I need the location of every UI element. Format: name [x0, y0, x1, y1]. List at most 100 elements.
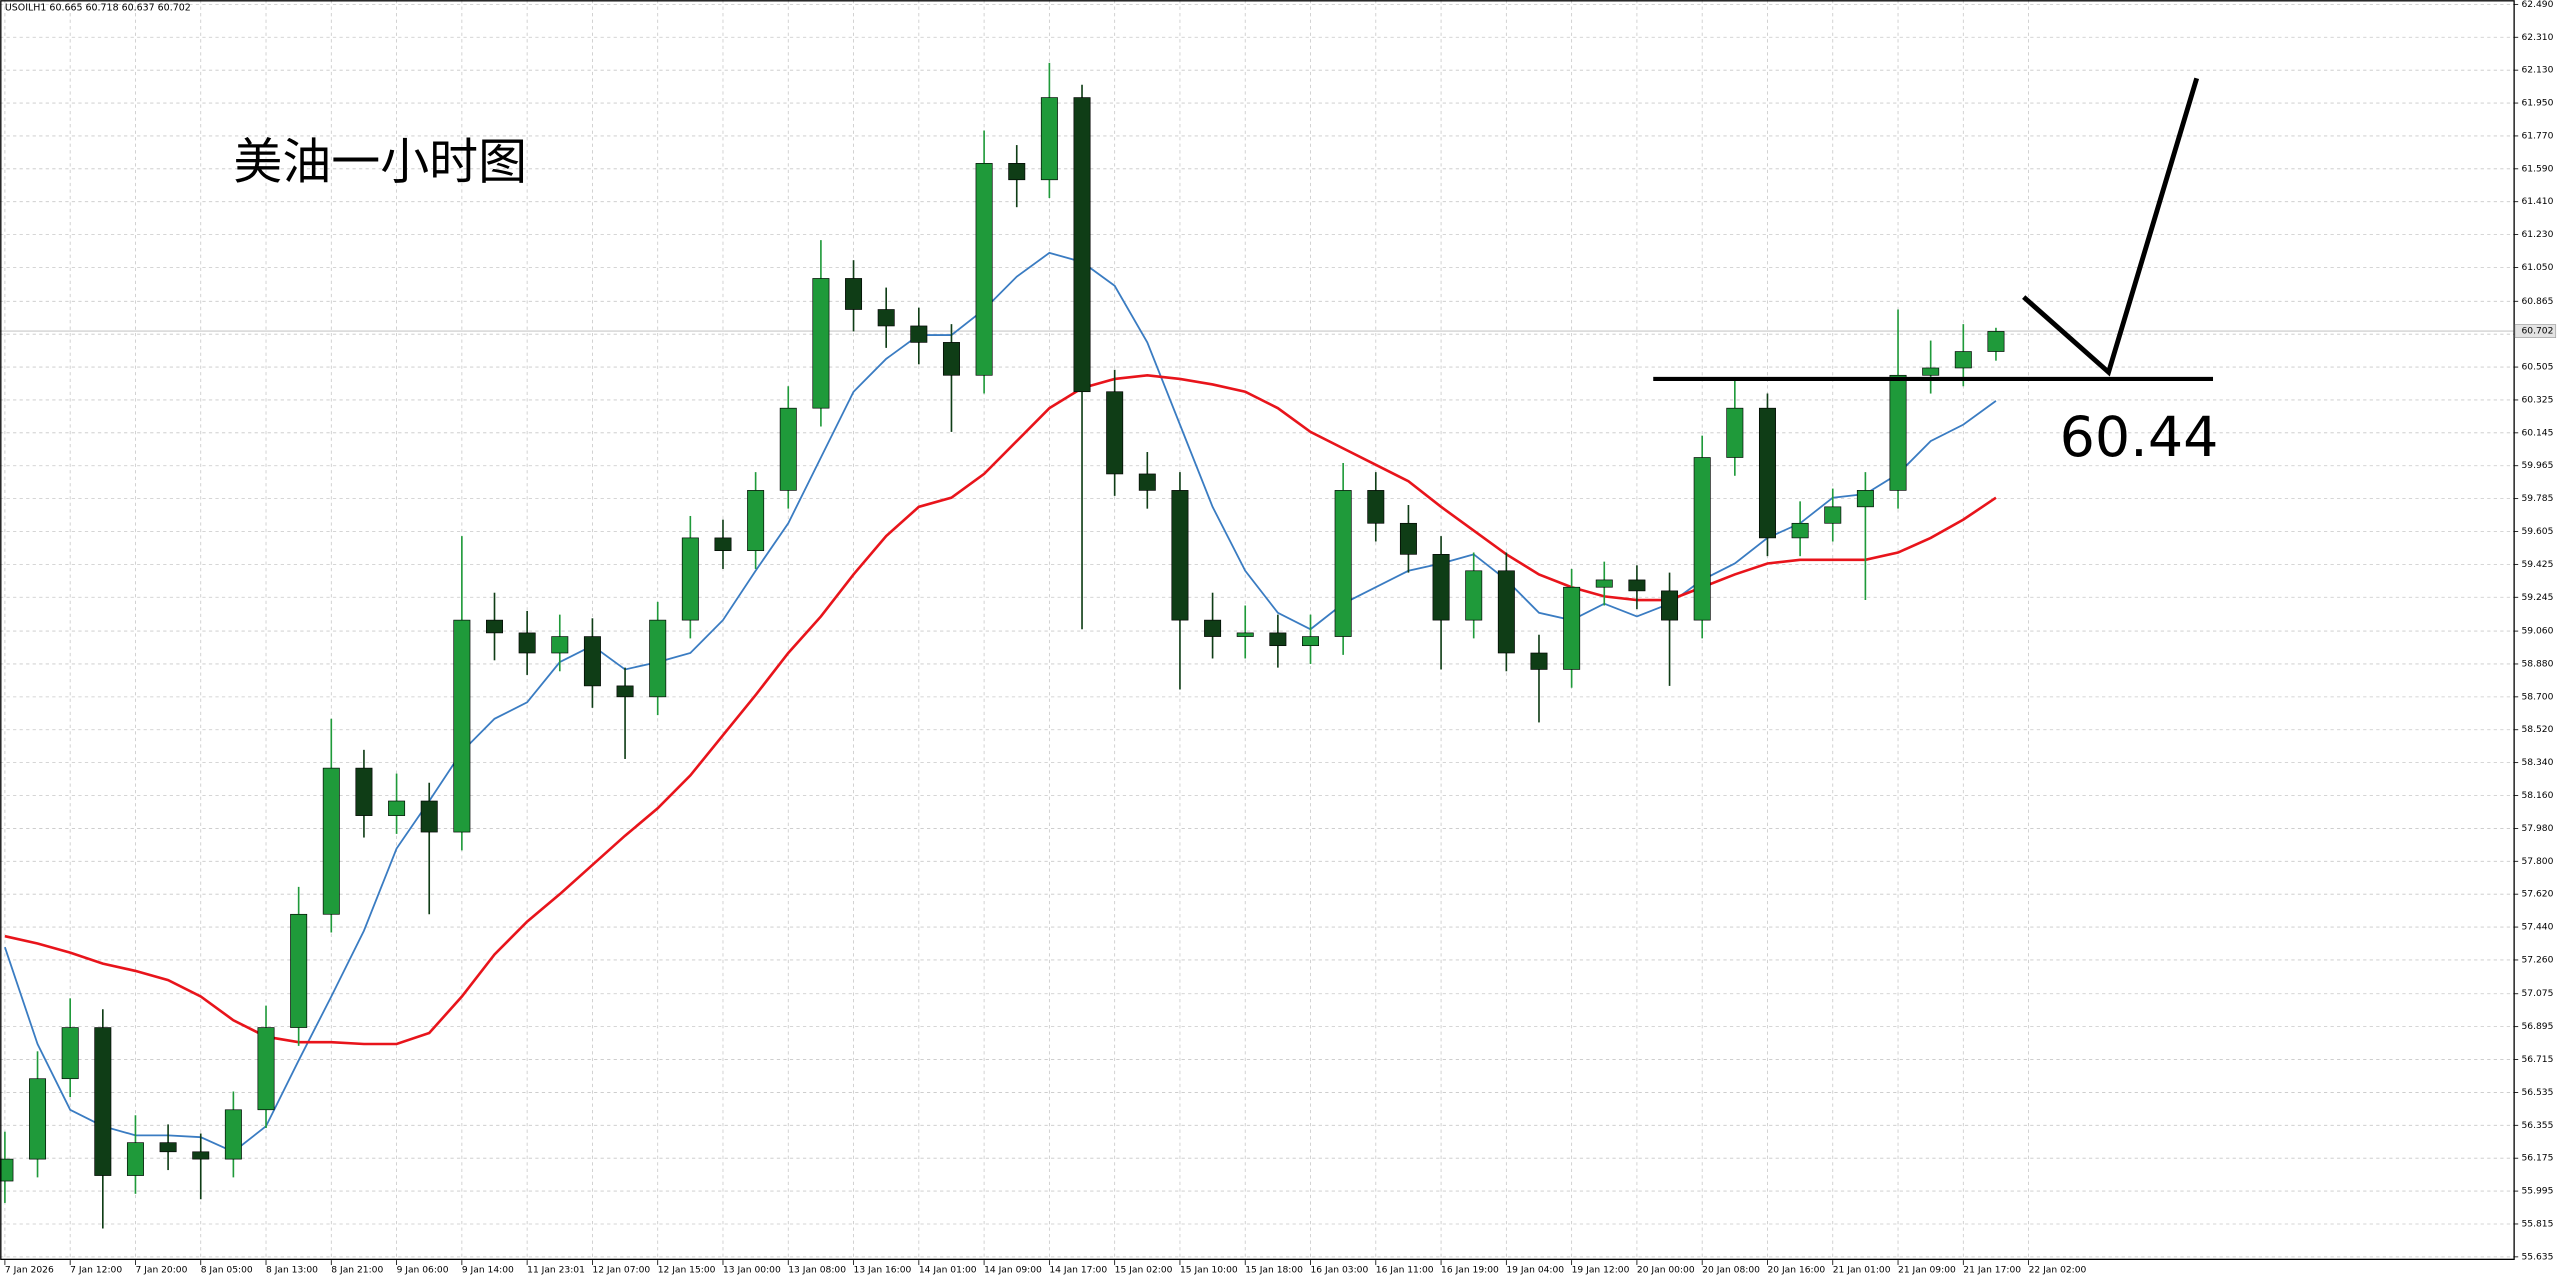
y-tick-label: 56.355: [2521, 1121, 2553, 1131]
candle-body: [388, 800, 406, 816]
candle-body: [551, 636, 569, 654]
x-tick-label: 20 Jan 16:00: [1767, 1265, 1825, 1275]
candle-body: [1269, 632, 1287, 647]
candle-body: [1824, 506, 1842, 524]
y-tick-label: 62.490: [2521, 0, 2553, 10]
last-price-box: [2514, 324, 2557, 338]
candle-body: [1791, 522, 1809, 539]
candle-body: [910, 325, 928, 343]
x-tick-label: 16 Jan 11:00: [1376, 1265, 1434, 1275]
candle-body: [877, 309, 895, 327]
support-level-label: 60.44: [2060, 405, 2219, 470]
candle-body: [845, 278, 863, 310]
candle-body: [1758, 407, 1776, 539]
candle-body: [583, 636, 601, 687]
plot: [0, 62, 2514, 1229]
y-tick-label: 56.715: [2521, 1055, 2553, 1065]
x-tick-label: 8 Jan 05:00: [201, 1265, 253, 1275]
candle-body: [1302, 636, 1319, 647]
y-tick-label: 58.700: [2521, 692, 2553, 702]
y-tick-label: 61.950: [2521, 99, 2553, 109]
x-tick-label: 12 Jan 07:00: [592, 1265, 650, 1275]
candle-body: [942, 342, 960, 376]
plot-border: [0, 0, 2515, 1260]
candle-body: [1693, 457, 1711, 621]
y-tick-label: 60.865: [2521, 297, 2553, 307]
candle-body: [1889, 374, 1907, 491]
x-tick-label: 13 Jan 00:00: [723, 1265, 781, 1275]
x-tick-label: 11 Jan 23:01: [527, 1265, 585, 1275]
candle-body: [453, 619, 471, 833]
y-tick-label: 59.785: [2521, 494, 2553, 504]
y-tick-label: 56.535: [2521, 1088, 2553, 1098]
y-tick-label: 56.175: [2521, 1154, 2553, 1164]
y-tick-label: 60.505: [2521, 363, 2553, 373]
x-tick-label: 7 Jan 20:00: [135, 1265, 187, 1275]
candle-body: [1987, 331, 2005, 352]
y-tick-label: 60.145: [2521, 428, 2553, 438]
x-tick-label: 14 Jan 09:00: [984, 1265, 1042, 1275]
symbol-header: USOILH1 60.665 60.718 60.637 60.702: [5, 3, 191, 14]
candle-body: [714, 537, 732, 552]
candle-body: [975, 163, 993, 376]
candle-body: [616, 685, 634, 698]
y-tick-label: 57.075: [2521, 989, 2553, 999]
y-tick-label: 61.770: [2521, 131, 2553, 141]
y-tick-label: 58.340: [2521, 758, 2553, 768]
grid: [0, 0, 2514, 1261]
forecast-arrow: [2022, 77, 2200, 377]
y-tick-label: 60.325: [2521, 395, 2553, 405]
y-tick-label: 62.130: [2521, 66, 2553, 76]
y-tick-label: 58.520: [2521, 725, 2553, 735]
x-tick-label: 15 Jan 02:00: [1115, 1265, 1173, 1275]
candle-body: [779, 407, 797, 491]
candle-body: [812, 278, 830, 409]
y-tick-label: 62.310: [2521, 33, 2553, 43]
y-tick-label: 61.590: [2521, 164, 2553, 174]
candle-body: [290, 913, 308, 1028]
x-tick-label: 15 Jan 18:00: [1245, 1265, 1303, 1275]
candle-body: [192, 1151, 210, 1160]
x-tick-label: 12 Jan 15:00: [658, 1265, 716, 1275]
x-tick-label: 14 Jan 01:00: [919, 1265, 977, 1275]
x-tick-label: 22 Jan 02:00: [2029, 1265, 2087, 1275]
candle-body: [420, 800, 438, 833]
x-tick-label: 16 Jan 19:00: [1441, 1265, 1499, 1275]
x-tick-label: 7 Jan 2026: [5, 1265, 54, 1275]
x-tick-label: 21 Jan 09:00: [1898, 1265, 1956, 1275]
x-tick-label: 7 Jan 12:00: [70, 1265, 122, 1275]
candle-body: [1856, 490, 1874, 508]
candle-body: [1465, 570, 1483, 621]
candle-body: [1661, 590, 1679, 621]
candle-body: [1138, 473, 1156, 491]
x-tick-label: 21 Jan 17:00: [1963, 1265, 2021, 1275]
candle-body: [1628, 579, 1646, 592]
candle-body: [747, 490, 765, 552]
y-tick-label: 58.880: [2521, 659, 2553, 669]
y-tick-label: 59.245: [2521, 593, 2553, 603]
candle-body: [1106, 391, 1124, 475]
candle-body: [126, 1142, 144, 1176]
y-tick-label: 59.605: [2521, 527, 2553, 537]
y-tick-label: 59.965: [2521, 461, 2553, 471]
y-tick-label: 55.815: [2521, 1219, 2553, 1229]
y-tick-label: 58.160: [2521, 791, 2553, 801]
chart-title: 美油一小时图: [233, 133, 527, 190]
y-tick-label: 59.060: [2521, 627, 2553, 637]
candle-body: [94, 1027, 112, 1176]
candle-body: [1726, 407, 1744, 458]
x-tick-label: 16 Jan 03:00: [1311, 1265, 1369, 1275]
candle-body: [1236, 632, 1254, 637]
y-tick-label: 57.800: [2521, 857, 2553, 867]
candle-body: [1563, 586, 1581, 670]
candle-body: [649, 619, 667, 698]
x-tick-label: 20 Jan 08:00: [1702, 1265, 1760, 1275]
candle-body: [29, 1078, 47, 1160]
y-tick-label: 57.260: [2521, 955, 2553, 965]
candle-body: [1530, 652, 1548, 670]
y-tick-label: 61.410: [2521, 197, 2553, 207]
x-tick-label: 21 Jan 01:00: [1833, 1265, 1891, 1275]
candle-body: [224, 1109, 242, 1160]
candle-body: [257, 1027, 275, 1111]
